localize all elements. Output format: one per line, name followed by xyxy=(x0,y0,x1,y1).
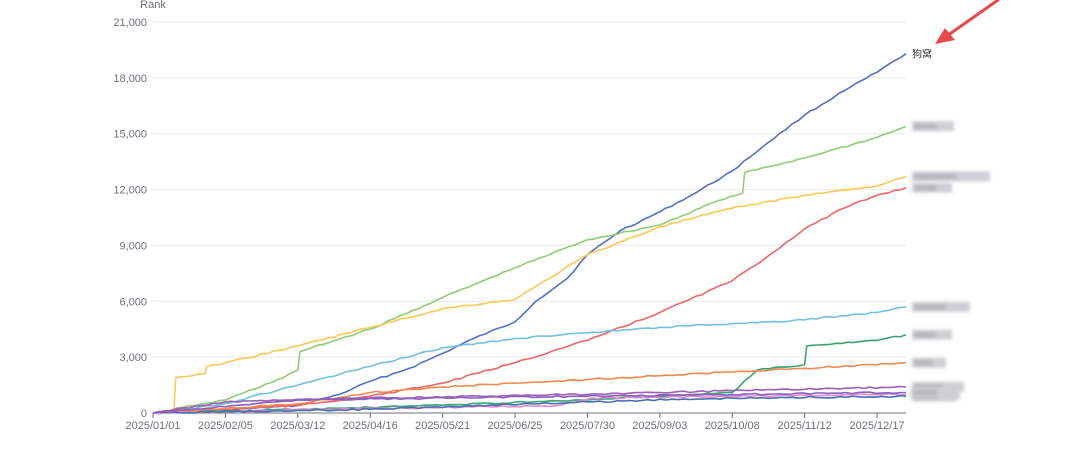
y-tick-label: 18,000 xyxy=(113,73,147,85)
series-line xyxy=(152,186,907,414)
y-tick-label: 3,000 xyxy=(119,352,147,364)
x-tick-label: 2025/10/08 xyxy=(705,420,760,432)
x-tick-label: 2025/12/17 xyxy=(850,420,905,432)
annotation-layer xyxy=(935,0,1000,44)
y-axis-title: Rank xyxy=(140,0,166,11)
redacted-series-label xyxy=(912,182,952,193)
series-line xyxy=(152,394,907,414)
x-tick-label: 2025/06/25 xyxy=(487,420,542,432)
series-line xyxy=(152,385,907,414)
y-tick-label: 6,000 xyxy=(119,296,147,308)
axis-layer: 0 3,000 6,000 9,000 12,000 15,000 18,000 21,000… xyxy=(113,0,906,432)
series-line xyxy=(152,334,907,414)
y-tick-label: 9,000 xyxy=(119,240,147,252)
redacted-series-label xyxy=(912,329,952,340)
annotation-arrow-head xyxy=(935,28,955,44)
series-line xyxy=(152,175,907,415)
series-line xyxy=(152,125,907,414)
series-line xyxy=(152,391,907,414)
series-end-label: 狗窝 xyxy=(912,48,932,61)
redacted-series-label xyxy=(912,357,946,368)
x-tick-label: 2025/04/16 xyxy=(343,420,398,432)
x-tick-label: 2025/11/12 xyxy=(778,420,832,432)
redacted-series-label xyxy=(912,301,970,312)
redacted-series-label xyxy=(912,121,954,132)
label-layer: 狗窝 xyxy=(912,48,990,402)
annotation-arrow-shaft xyxy=(942,0,1000,40)
grid-layer xyxy=(153,21,906,358)
y-tick-label: 21,000 xyxy=(113,17,147,29)
x-tick-label: 2025/03/12 xyxy=(270,420,325,432)
redacted-series-label xyxy=(912,387,954,398)
x-tick-label: 2025/09/03 xyxy=(632,420,687,432)
series-line xyxy=(152,53,907,415)
y-tick-label: 0 xyxy=(141,408,147,420)
series-line xyxy=(152,306,907,414)
x-tick-label: 2025/02/05 xyxy=(198,420,253,432)
series-layer xyxy=(152,53,907,415)
y-tick-label: 12,000 xyxy=(113,185,147,197)
y-tick-label: 15,000 xyxy=(113,129,147,141)
redacted-series-label xyxy=(912,171,990,182)
x-tick-label: 2025/05/21 xyxy=(415,420,470,432)
x-tick-label: 2025/07/30 xyxy=(560,420,615,432)
x-tick-label: 2025/01/01 xyxy=(125,420,180,432)
series-line xyxy=(152,361,907,414)
